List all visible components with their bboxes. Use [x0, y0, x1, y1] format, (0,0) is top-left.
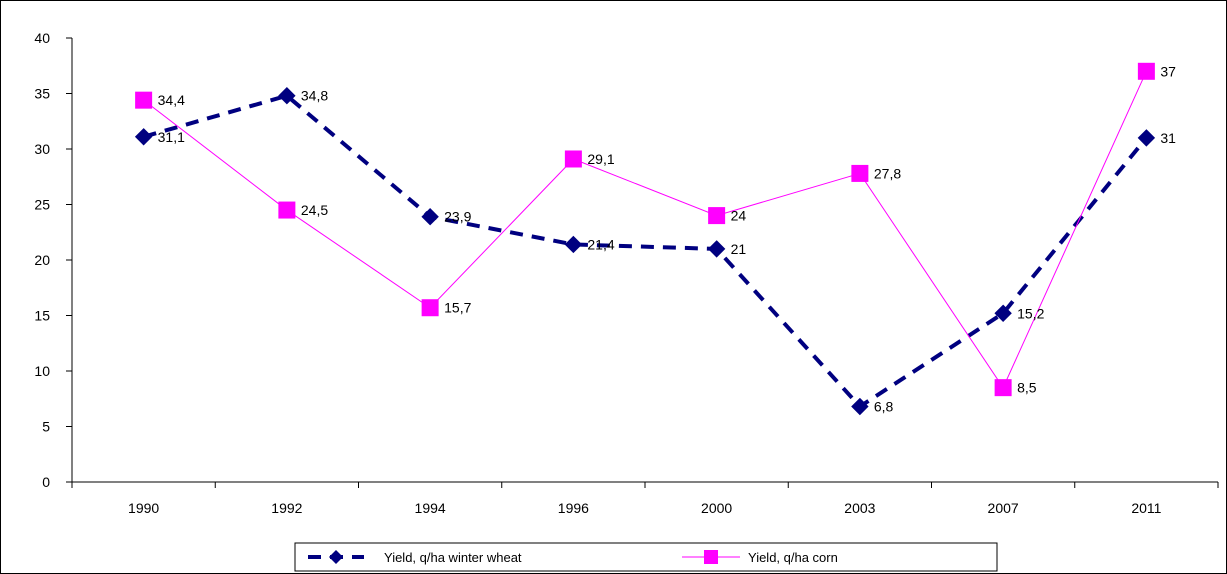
data-label: 31 [1160, 130, 1176, 146]
data-label: 21,4 [587, 236, 614, 252]
data-label: 15,7 [444, 300, 471, 316]
y-tick-label: 5 [42, 419, 50, 435]
y-tick-label: 10 [34, 363, 50, 379]
data-label: 34,8 [301, 88, 328, 104]
axes: 0 5 10 15 20 25 30 35 40 1990 1992 1994 1996 2000 2003… [34, 30, 1219, 516]
x-tick-label: 1992 [271, 500, 302, 516]
y-tick-label: 40 [34, 30, 50, 46]
series-marker-2 [135, 91, 153, 109]
data-label: 29,1 [587, 151, 614, 167]
x-tick-label: 2003 [844, 500, 875, 516]
x-tick-label: 2011 [1131, 500, 1161, 516]
series-marker-2 [708, 207, 726, 225]
series-marker-1 [564, 235, 583, 254]
data-label: 23,9 [444, 209, 471, 225]
series-marker-2 [994, 379, 1012, 397]
x-tick-label: 2000 [701, 500, 732, 516]
series-marker-2 [851, 164, 869, 182]
series-marker-2 [564, 150, 582, 168]
y-tick-label: 25 [34, 197, 50, 213]
data-label: 37 [1160, 63, 1176, 79]
y-tick-label: 35 [34, 86, 50, 102]
series-marker-1 [421, 208, 439, 226]
x-tick-label: 1994 [415, 500, 446, 516]
data-label: 27,8 [874, 165, 901, 181]
data-label: 15,2 [1017, 305, 1044, 321]
legend-marker-square [704, 550, 718, 564]
x-tick-label: 2007 [988, 500, 1019, 516]
series-marker-1 [994, 304, 1012, 322]
series-marker-1 [1137, 129, 1156, 147]
data-label: 34,4 [158, 92, 185, 108]
markers [134, 62, 1156, 416]
data-label: 31,1 [158, 129, 185, 145]
data-label: 6,8 [874, 399, 894, 415]
series-marker-2 [421, 299, 439, 317]
series-marker-1 [707, 240, 726, 258]
data-label: 8,5 [1017, 380, 1037, 396]
y-tick-label: 30 [34, 141, 50, 157]
data-label: 24 [731, 208, 747, 224]
legend-marker-diamond [329, 550, 343, 564]
series-marker-2 [1137, 62, 1155, 80]
legend-box [294, 542, 998, 572]
y-tick-label: 15 [34, 308, 50, 324]
series-marker-1 [278, 87, 296, 105]
legend-label-1: Yield, q/ha winter wheat [384, 550, 522, 565]
series-lines [143, 71, 1148, 410]
series-line-1 [143, 93, 1148, 410]
series-marker-2 [278, 201, 296, 219]
x-tick-label: 1996 [558, 500, 589, 516]
x-tick-label: 1990 [128, 500, 159, 516]
legend: Yield, q/ha winter wheat Yield, q/ha corn [294, 542, 998, 572]
data-label: 24,5 [301, 202, 328, 218]
y-tick-label: 20 [34, 252, 50, 268]
data-label: 21 [731, 241, 747, 257]
y-tick-label: 0 [42, 474, 50, 490]
series-marker-1 [851, 397, 869, 416]
data-labels: 31,1 34,8 23,9 21,4 21 6,8 15,2 31 34,4 24,5 15,7 2… [158, 63, 1177, 414]
series-marker-1 [134, 128, 153, 146]
legend-label-2: Yield, q/ha corn [748, 550, 838, 565]
series-line-2 [143, 71, 1147, 389]
